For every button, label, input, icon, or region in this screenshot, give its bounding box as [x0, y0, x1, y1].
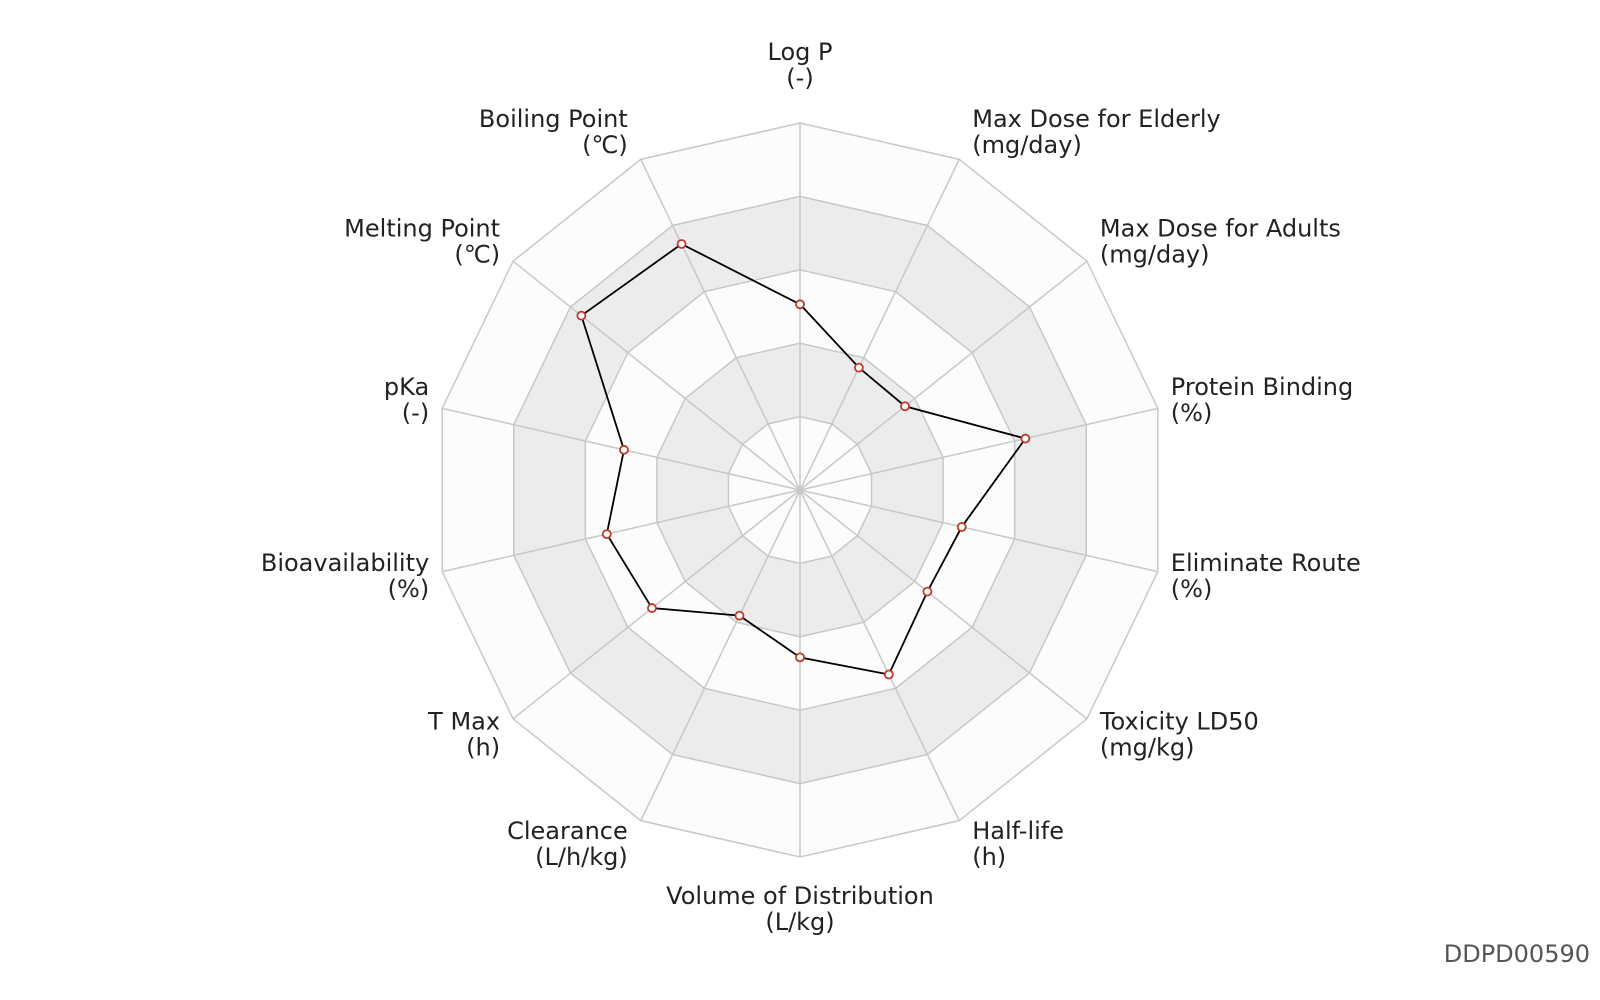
axis-label: Volume of Distribution — [666, 882, 934, 910]
spoke — [512, 260, 801, 491]
axis-unit: (L/kg) — [765, 908, 834, 936]
spoke — [799, 489, 1158, 573]
axis-label: Protein Binding — [1171, 373, 1353, 401]
axis-label: Half-life — [972, 817, 1064, 845]
axis-label: T Max — [427, 707, 500, 735]
axis-unit: (L/h/kg) — [535, 843, 628, 871]
axis-label: Log P — [768, 38, 833, 66]
axis-unit: (-) — [786, 64, 813, 92]
spoke — [512, 489, 801, 720]
axis-unit: (h) — [466, 733, 500, 761]
axis-unit: (mg/kg) — [1100, 733, 1195, 761]
data-point — [956, 522, 967, 532]
data-point — [854, 362, 864, 373]
data-point — [1020, 433, 1031, 444]
axis-label: Melting Point — [344, 215, 500, 243]
data-point — [601, 529, 612, 539]
data-point — [900, 401, 910, 412]
data-point — [795, 652, 805, 663]
data-point — [734, 610, 745, 621]
axis-unit: (%) — [1171, 399, 1213, 427]
axis-unit: (℃) — [454, 241, 500, 269]
axis-label: Boiling Point — [479, 105, 628, 133]
axis-label: pKa — [384, 373, 429, 401]
axis-label: Bioavailability — [261, 549, 429, 577]
data-point — [922, 586, 933, 597]
spoke — [799, 489, 1088, 720]
data-point — [647, 603, 657, 613]
axis-unit: (mg/day) — [1100, 241, 1210, 269]
axis-unit: (mg/day) — [972, 131, 1082, 159]
axis-label: Toxicity LD50 — [1099, 707, 1259, 735]
axis-label: Max Dose for Elderly — [972, 105, 1221, 133]
spoke — [799, 407, 1158, 491]
axis-unit: (%) — [388, 575, 430, 603]
spoke — [640, 489, 801, 821]
watermark: DDPD00590 — [1444, 940, 1590, 968]
data-point — [883, 669, 894, 680]
axis-unit: (%) — [1171, 575, 1213, 603]
axis-unit: (℃) — [582, 131, 628, 159]
data-point — [795, 299, 805, 310]
data-point — [676, 239, 687, 249]
axis-label: Max Dose for Adults — [1100, 215, 1341, 243]
spoke — [442, 489, 801, 573]
axis-unit: (-) — [402, 399, 429, 427]
spoke — [640, 159, 801, 491]
spoke — [799, 159, 960, 491]
axis-unit: (h) — [972, 843, 1006, 871]
spoke — [799, 489, 960, 821]
axis-label: Eliminate Route — [1171, 549, 1361, 577]
axis-label: Clearance — [507, 817, 628, 845]
data-point — [576, 310, 587, 321]
data-point — [619, 444, 629, 455]
spoke — [799, 260, 1088, 491]
